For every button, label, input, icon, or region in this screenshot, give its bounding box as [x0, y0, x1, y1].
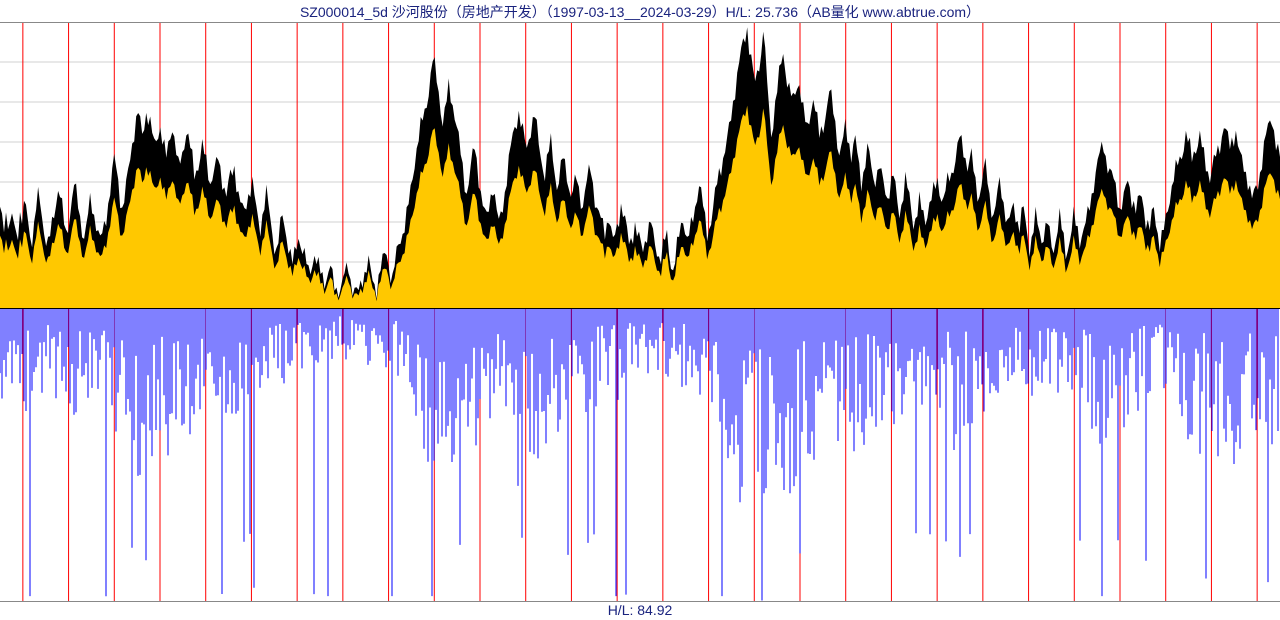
top-panel-svg [0, 22, 1280, 308]
chart-footer: H/L: 84.92 [0, 602, 1280, 618]
bottom-panel [0, 308, 1280, 602]
bottom-panel-svg [0, 308, 1280, 602]
top-panel [0, 22, 1280, 308]
chart-title: SZ000014_5d 沙河股份（房地产开发）（1997-03-13__2024… [0, 2, 1280, 22]
